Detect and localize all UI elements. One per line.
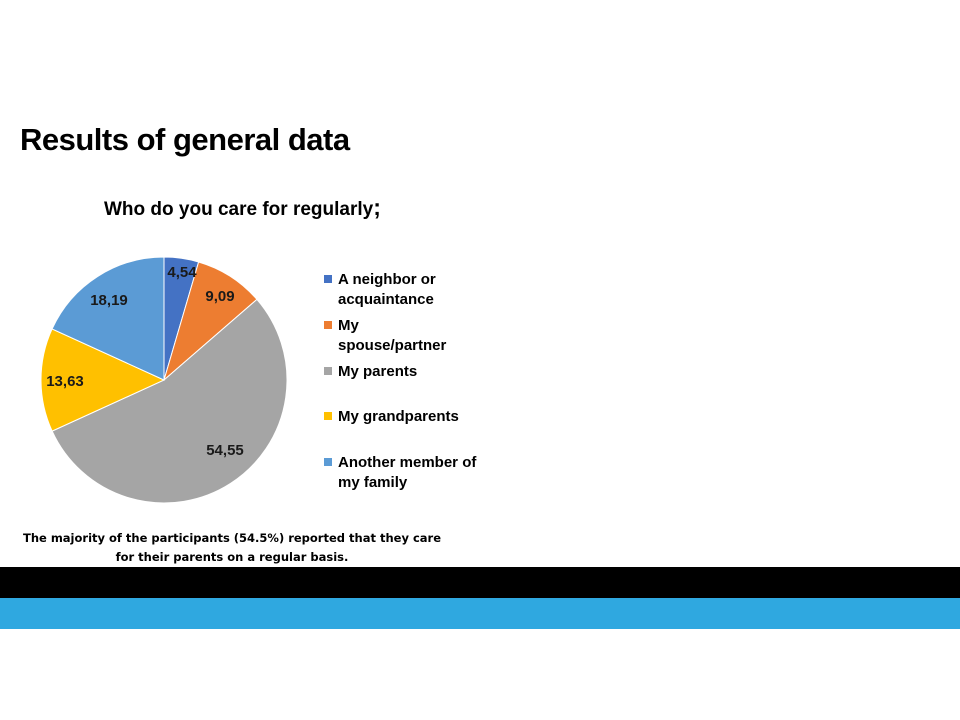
legend-label-family: Another member of my family [338,454,477,491]
caption-text: The majority of the participants (54.5%)… [22,531,441,564]
pie-data-label-family: 18,19 [90,292,128,309]
chart-title-text: Who do you care for regularly [104,199,374,220]
pie-data-label-neighbor: 4,54 [167,264,197,281]
legend-label-spouse: My spouse/partner [338,317,447,354]
chart-title: Who do you care for regularly; [104,194,381,221]
pie-data-label-spouse: 9,09 [205,288,234,305]
pie-data-label-grandparents: 13,63 [46,373,84,390]
legend-swatch-grandparents [324,412,332,420]
legend-swatch-neighbor [324,275,332,283]
legend-label-parents: My parents [338,363,418,380]
legend-swatch-spouse [324,321,332,329]
legend-label-neighbor: A neighbor or acquaintance [338,271,436,308]
pie-slice-family [51,256,165,381]
legend-swatch-family [324,458,332,466]
footer-bar-black [0,567,960,598]
footer-bar-blue [0,598,960,629]
chart-title-suffix: ; [373,194,381,220]
slide-title: Results of general data [20,122,350,157]
legend-label-grandparents: My grandparents [338,408,459,425]
pie-slice-parents [51,298,288,504]
pie-slice-grandparents [40,328,166,432]
pie-data-label-parents: 54,55 [206,442,244,459]
legend-swatch-parents [324,367,332,375]
